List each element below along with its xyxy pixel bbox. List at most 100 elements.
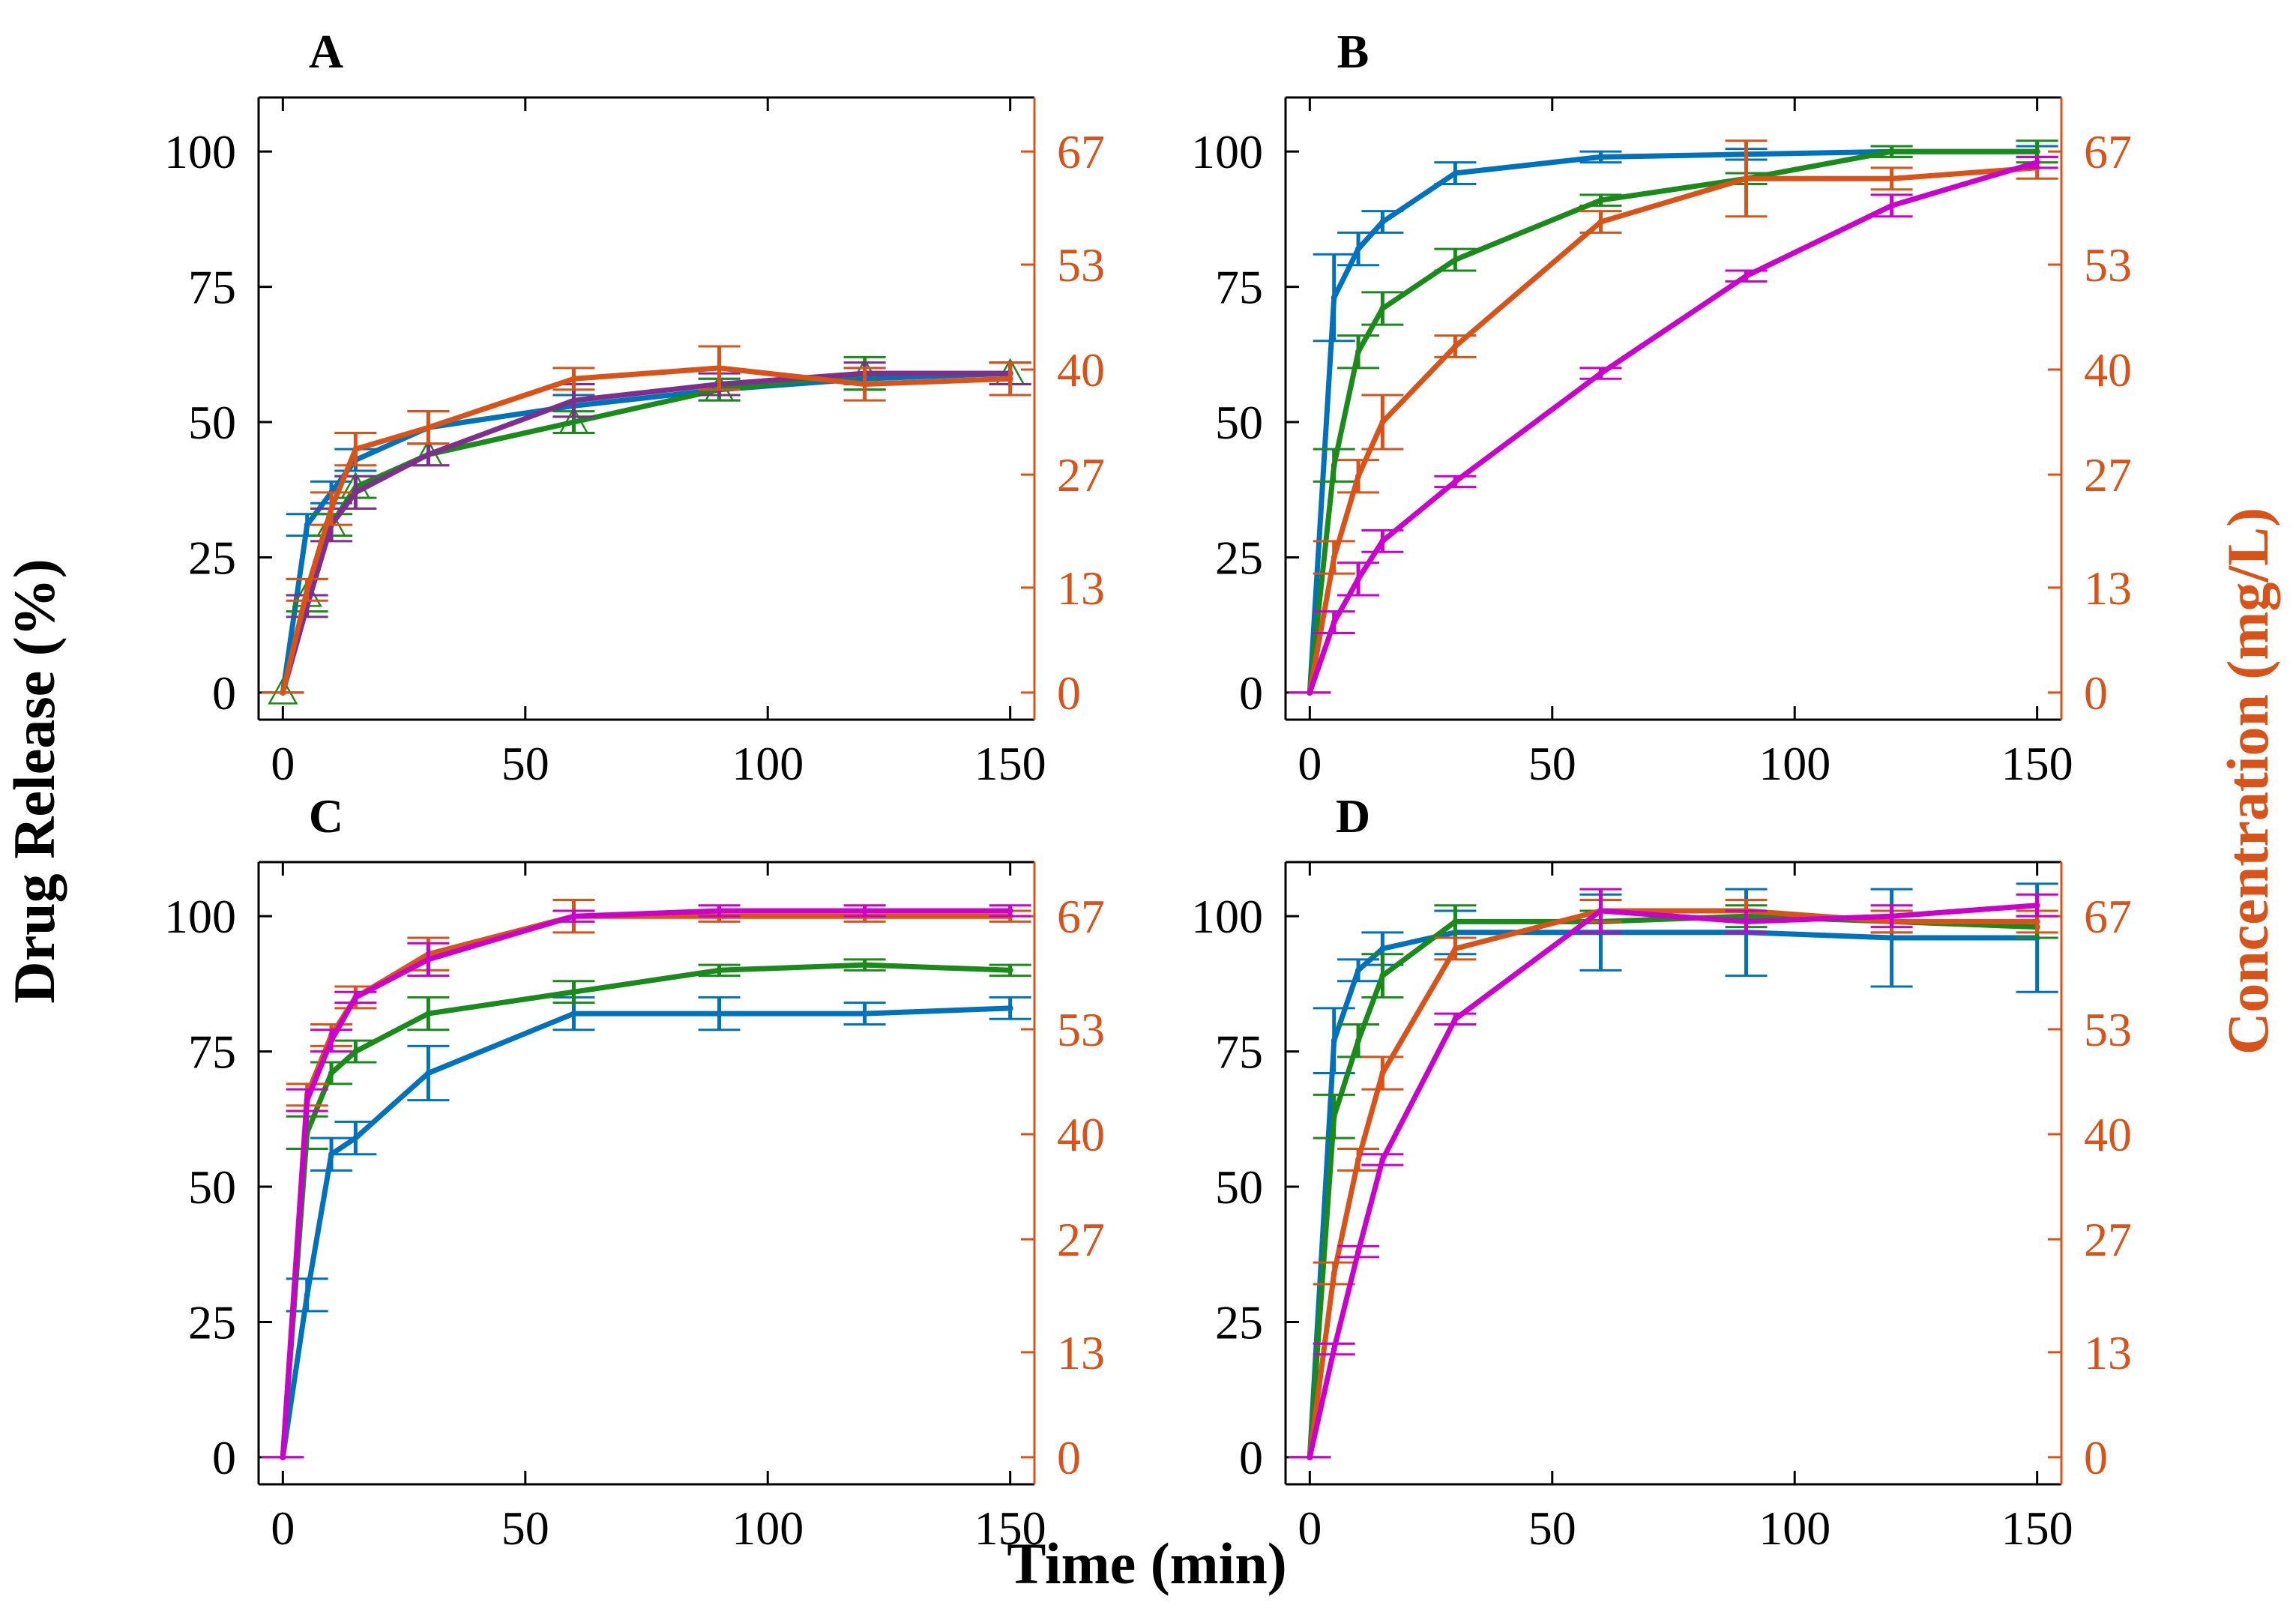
panel-b-magenta-point-4 [1452,478,1459,485]
panel-b-title: B [1337,25,1370,78]
panel-d-blue-point-2 [1355,967,1362,974]
panel-d-orange-point-3 [1379,1070,1386,1076]
panel-b-orange-point-5 [1597,219,1604,225]
panel-a-y-tick-label-3: 75 [188,261,236,314]
panel-d-blue-point-1 [1331,1038,1337,1044]
panel-d-green-point-2 [1355,1038,1362,1044]
panel-d-y-right-tick-label-0: 0 [2084,1431,2108,1484]
panel-b-orange-point-1 [1331,554,1337,561]
panel-d-y-tick-label-2: 50 [1215,1160,1263,1214]
panel-a-title: A [309,25,343,78]
panel-b-magenta-point-1 [1331,619,1337,626]
panel-b-y-tick-label-1: 25 [1215,531,1263,584]
panel-b-magenta-point-6 [1743,273,1750,280]
panel-c-series-magenta [262,904,1031,1460]
panel-c-y-tick-label-1: 25 [188,1295,236,1349]
panel-b-orange-point-7 [1888,175,1895,182]
panel-a-orange-point-4 [425,424,432,431]
panel-d-magenta-line [1307,903,2037,1458]
panel-b-y-tick-label-2: 50 [1215,396,1263,449]
panel-a-y-right-tick-label-3: 40 [1057,343,1105,397]
panel-c-y-right-tick-label-5: 67 [1057,890,1105,943]
panel-d-orange-point-1 [1331,1270,1337,1277]
panel-c-green-point-5 [570,989,577,996]
panel-a-y-right-tick-label-1: 13 [1057,561,1105,615]
panel-c-blue-point-6 [716,1011,723,1017]
panel-c-series-blue [262,996,1031,1460]
panel-d-y-right-tick-label-1: 13 [2084,1326,2132,1379]
panel-d-green-point-1 [1331,1113,1337,1120]
y-axis-title-left: Drug Release (%) [1,558,67,1004]
panel-d-magenta-point-4 [1452,1016,1459,1023]
panel-b-y-right-tick-label-3: 40 [2084,343,2132,397]
panel-a-y-right-tick-label-0: 0 [1057,666,1081,720]
panel-c-magenta-point-8 [1007,907,1013,914]
panel-c-magenta-point-5 [570,913,577,920]
panel-d-green-point-4 [1452,918,1459,925]
panel-c-magenta-point-2 [328,1038,335,1044]
panel-b-y-tick-label-0: 0 [1239,666,1263,720]
panel-a-orange-point-2 [328,505,335,512]
panel-d-magenta-point-8 [2034,902,2040,909]
panel-d-series-orange [1289,899,2058,1460]
panel-b-series-magenta [1289,155,2058,696]
panel-d-series-green [1289,904,2058,1460]
panel-b-orange-point-2 [1355,473,1362,480]
panel-b-green-line [1307,148,2037,693]
panel-d-y-right-tick-label-3: 40 [2084,1108,2132,1161]
panel-c-x-tick-label-3: 150 [974,1502,1046,1555]
panel-b-orange-point-3 [1379,419,1386,426]
panel-a-x-tick-label-2: 100 [732,737,804,790]
panel-d-x-tick-label-0: 0 [1298,1502,1322,1555]
panel-a-orange-point-6 [716,364,723,371]
panel-c-series-green [262,958,1031,1460]
panel-d-y-tick-label-3: 75 [1215,1026,1263,1079]
panel-b-y-right-tick-label-4: 53 [2084,238,2132,292]
panel-a-orange-point-1 [304,586,310,593]
panel-d-x-tick-label-3: 150 [2001,1502,2073,1555]
panel-a-green-point-5 [558,406,589,434]
panel-c-green-point-2 [328,1070,335,1076]
panel-d-y-right-tick-label-4: 53 [2084,1003,2132,1056]
panel-d-blue-point-7 [1888,935,1895,942]
panel-a-purple-point-4 [425,451,432,458]
panel-c-y-tick-label-3: 75 [188,1026,236,1079]
panel-c-title: C [309,789,343,843]
panel-d-magenta-point-6 [1743,918,1750,925]
panel-c-magenta-point-3 [352,994,359,1001]
panel-c-blue-point-8 [1007,1005,1013,1011]
panel-a-series-green [262,355,1031,705]
panel-c-x-tick-label-2: 100 [732,1502,804,1555]
panel-a-x-tick-label-3: 150 [974,737,1046,790]
panel-a-series-orange [262,345,1031,696]
panel-c-blue-point-1 [304,1292,310,1298]
panel-d-y-right-tick-label-5: 67 [2084,890,2132,943]
panel-b-orange-point-4 [1452,343,1459,349]
panel-a-y-right-tick-label-5: 67 [1057,125,1105,178]
panel-a-purple-point-3 [352,489,359,496]
panel-b-x-tick-label-1: 50 [1528,737,1576,790]
panel-c-y-tick-label-0: 0 [212,1431,236,1484]
panel-b-green-point-7 [1888,148,1895,155]
panel-c-green-point-7 [861,962,868,969]
panel-a-orange-point-3 [352,446,359,453]
panel-b-magenta-point-8 [2034,159,2040,166]
panel-b-blue-line [1307,148,2037,693]
panel-a-orange-point-5 [570,376,577,382]
panel-c-y-right-tick-label-2: 27 [1057,1213,1105,1266]
panel-a-y-tick-label-0: 0 [212,666,236,720]
panel-b-y-right-tick-label-5: 67 [2084,125,2132,178]
panel-c-x-tick-label-1: 50 [501,1502,549,1555]
panel-c-magenta-point-6 [716,907,723,914]
panel-b-blue-point-5 [1597,154,1604,160]
panel-a-y-tick-label-1: 25 [188,531,236,584]
panel-a-green-point-6 [704,374,735,402]
panel-c-x-tick-label-0: 0 [271,1502,295,1555]
panel-b-series-orange [1289,139,2058,696]
panel-b-magenta-line [1307,160,2038,694]
